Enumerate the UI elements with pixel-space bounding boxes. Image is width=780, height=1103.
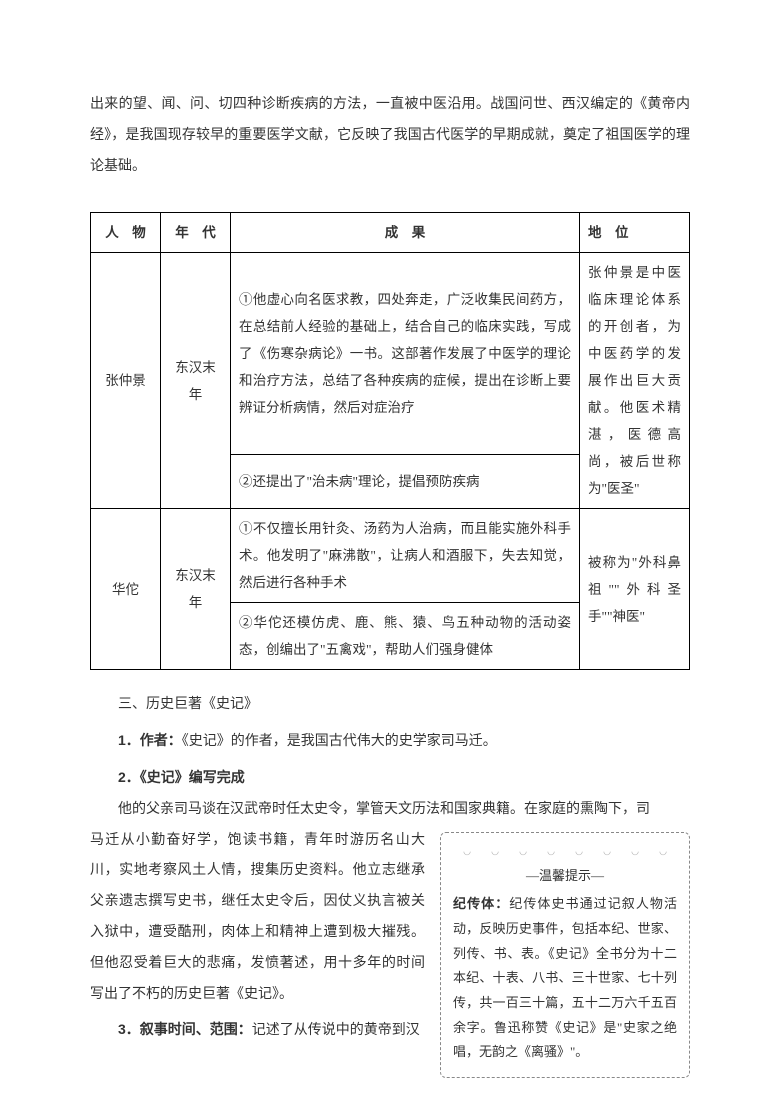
point-text: 记述了从传说中的黄帝到汉 [252,1023,420,1038]
cell-era: 东汉末年 [161,253,231,509]
cell-achieve: ②华佗还模仿虎、鹿、熊、猿、鸟五种动物的活动姿态，创编出了"五禽戏"，帮助人们强… [231,603,580,670]
tip-box: ◡◡◡◡◡◡◡◡ —温馨提示— 纪传体：纪传体史书通过记叙人物活动，反映历史事件… [440,832,690,1079]
cell-achieve: ①不仅擅长用针灸、汤药为人治病，而且能实施外科手术。他发明了"麻沸散"，让病人和… [231,509,580,603]
point-2: 2．《史记》编写完成 [90,762,690,795]
point-label: 作者： [140,734,182,749]
th-person: 人 物 [91,213,161,253]
doctors-table: 人 物 年 代 成 果 地 位 张仲景 东汉末年 ①他虚心向名医求教，四处奔走，… [90,212,690,670]
table-row: 张仲景 东汉末年 ①他虚心向名医求教，四处奔走，广泛收集民间药方，在总结前人经验… [91,253,690,455]
cell-status: 被称为"外科鼻祖""外科圣手""神医" [580,509,690,670]
tip-title: —温馨提示— [453,864,677,889]
cell-person: 张仲景 [91,253,161,509]
tip-binding-icon: ◡◡◡◡◡◡◡◡ [453,843,677,860]
point-label: 《史记》编写完成 [140,771,245,786]
body-paragraph: 他的父亲司马谈在汉武帝时任太史令，掌管天文历法和国家典籍。在家庭的熏陶下，司 ◡… [90,795,690,1011]
tip-body: 纪传体：纪传体史书通过记叙人物活动，反映历史事件，包括本纪、世家、列传、书、表。… [453,892,677,1065]
cell-achieve: ①他虚心向名医求教，四处奔走，广泛收集民间药方，在总结前人经验的基础上，结合自己… [231,253,580,455]
tip-content: 纪传体史书通过记叙人物活动，反映历史事件，包括本纪、世家、列传、书、表。《史记》… [453,896,677,1059]
tip-lead: 纪传体： [453,896,509,911]
point-num: 3． [118,1021,140,1037]
point-num: 2． [118,769,140,785]
point-text: 《史记》的作者，是我国古代伟大的史学家司马迁。 [182,734,497,749]
cell-achieve: ②还提出了"治未病"理论，提倡预防疾病 [231,454,580,508]
point-label: 叙事时间、范围： [140,1023,252,1038]
cell-person: 华佗 [91,509,161,670]
th-status: 地 位 [580,213,690,253]
cell-status: 张仲景是中医临床理论体系的开创者，为中医药学的发展作出巨大贡献。他医术精湛，医德… [580,253,690,509]
cell-era: 东汉末年 [161,509,231,670]
section-3-heading: 三、历史巨著《史记》 [90,690,690,721]
table-row: 华佗 东汉末年 ①不仅擅长用针灸、汤药为人治病，而且能实施外科手术。他发明了"麻… [91,509,690,603]
point-1: 1．作者：《史记》的作者，是我国古代伟大的史学家司马迁。 [90,725,690,758]
intro-paragraph: 出来的望、闻、问、切四种诊断疾病的方法，一直被中医沿用。战国问世、西汉编定的《黄… [90,90,690,182]
point-num: 1． [118,732,140,748]
th-era: 年 代 [161,213,231,253]
th-achieve: 成 果 [231,213,580,253]
body-with-tip: 他的父亲司马谈在汉武帝时任太史令，掌管天文历法和国家典籍。在家庭的熏陶下，司 ◡… [90,795,690,1047]
